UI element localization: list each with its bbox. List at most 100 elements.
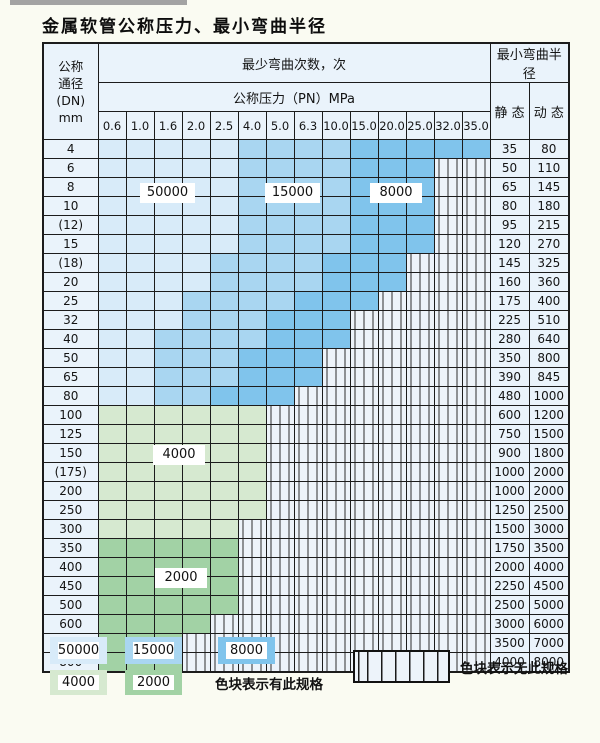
spec-cell	[377, 215, 407, 235]
dn-header-line: 公称	[58, 58, 84, 74]
spec-cell	[293, 310, 323, 330]
spec-cell	[125, 139, 155, 159]
spec-cell	[209, 386, 239, 406]
no-spec-cell	[433, 462, 463, 482]
spec-cell	[321, 139, 351, 159]
static-value-cell: 1500	[489, 519, 530, 539]
dynamic-value-cell: 145	[528, 177, 570, 197]
no-spec-cell	[377, 519, 407, 539]
spec-cell	[153, 367, 183, 387]
spec-cell	[125, 215, 155, 235]
no-spec-cell	[321, 424, 351, 444]
spec-cell	[265, 215, 295, 235]
dn-cell: 20	[42, 272, 99, 292]
spec-cell	[181, 538, 211, 558]
no-spec-cell	[377, 405, 407, 425]
no-spec-cell	[377, 595, 407, 615]
static-value-cell: 1750	[489, 538, 530, 558]
spec-cell	[349, 253, 379, 273]
spec-cell	[293, 215, 323, 235]
static-value-cell: 390	[489, 367, 530, 387]
no-spec-cell	[265, 614, 295, 634]
spec-cell	[125, 443, 155, 463]
spec-cell	[405, 139, 435, 159]
spec-cell	[97, 272, 127, 292]
no-spec-cell	[405, 291, 435, 311]
no-spec-cell	[349, 367, 379, 387]
spec-cell	[97, 519, 127, 539]
spec-cell	[209, 215, 239, 235]
cycle-count-label: 15000	[265, 183, 320, 203]
no-spec-cell	[405, 595, 435, 615]
dynamic-value-cell: 80	[528, 139, 570, 159]
spec-cell	[293, 253, 323, 273]
spec-cell	[293, 348, 323, 368]
spec-cell	[433, 139, 463, 159]
no-spec-cell	[321, 557, 351, 577]
spec-cell	[153, 310, 183, 330]
spec-cell	[377, 253, 407, 273]
table-row: 250 1250 2500	[42, 500, 570, 520]
spec-cell	[237, 405, 267, 425]
pressure-value-header: 0.6	[97, 111, 127, 140]
spec-cell	[237, 215, 267, 235]
no-spec-cell	[405, 253, 435, 273]
spec-cell	[293, 234, 323, 254]
no-spec-cell	[265, 481, 295, 501]
spec-cell	[209, 234, 239, 254]
no-spec-cell	[405, 424, 435, 444]
spec-cell	[97, 139, 127, 159]
legend-swatch-50000: 50000	[50, 637, 107, 664]
dn-cell: 400	[42, 557, 99, 577]
no-spec-cell	[461, 215, 491, 235]
legend-swatch-4000: 4000	[50, 670, 107, 695]
spec-cell	[265, 253, 295, 273]
pressure-value-header: 2.0	[181, 111, 211, 140]
no-spec-cell	[461, 462, 491, 482]
spec-cell	[97, 557, 127, 577]
no-spec-cell	[349, 538, 379, 558]
table-row: 32 225 510	[42, 310, 570, 330]
table-row: 15 120 270	[42, 234, 570, 254]
no-spec-cell	[461, 291, 491, 311]
dn-cell: 350	[42, 538, 99, 558]
table-row: 4 35 80	[42, 139, 570, 159]
spec-cell	[181, 348, 211, 368]
no-spec-cell	[405, 538, 435, 558]
dn-column-header: 公称 通径 (DN) mm	[42, 42, 99, 140]
spec-cell	[349, 215, 379, 235]
legend-swatch-2000: 2000	[125, 670, 182, 695]
spec-cell	[153, 272, 183, 292]
no-spec-cell	[433, 443, 463, 463]
spec-cell	[265, 158, 295, 178]
spec-cell	[125, 424, 155, 444]
table-row: 100 600 1200	[42, 405, 570, 425]
legend-swatch-label: 2000	[132, 674, 175, 691]
spec-cell	[293, 158, 323, 178]
no-spec-cell	[321, 519, 351, 539]
no-spec-cell	[433, 177, 463, 197]
spec-cell	[405, 158, 435, 178]
no-spec-cell	[461, 177, 491, 197]
pressure-values-row: 0.6 1.0 1.6 2.0 2.5 4.0 5.0 6.3 10.0 15.0 20.0 25.0…	[43, 111, 569, 140]
no-spec-cell	[293, 500, 323, 520]
spec-cell	[209, 253, 239, 273]
no-spec-cell	[349, 443, 379, 463]
no-spec-cell	[461, 614, 491, 634]
spec-cell	[349, 158, 379, 178]
no-spec-cell	[321, 500, 351, 520]
no-spec-cell	[433, 386, 463, 406]
dynamic-value-cell: 110	[528, 158, 570, 178]
no-spec-cell	[265, 405, 295, 425]
no-spec-cell	[405, 329, 435, 349]
no-spec-cell	[237, 557, 267, 577]
spec-cell	[349, 234, 379, 254]
spec-cell	[237, 253, 267, 273]
spec-cell	[97, 595, 127, 615]
legend-swatch-8000: 8000	[218, 637, 275, 664]
spec-cell	[377, 158, 407, 178]
pressure-value-header: 35.0	[461, 111, 491, 140]
static-value-cell: 50	[489, 158, 530, 178]
spec-cell	[125, 253, 155, 273]
spec-cell	[321, 196, 351, 216]
